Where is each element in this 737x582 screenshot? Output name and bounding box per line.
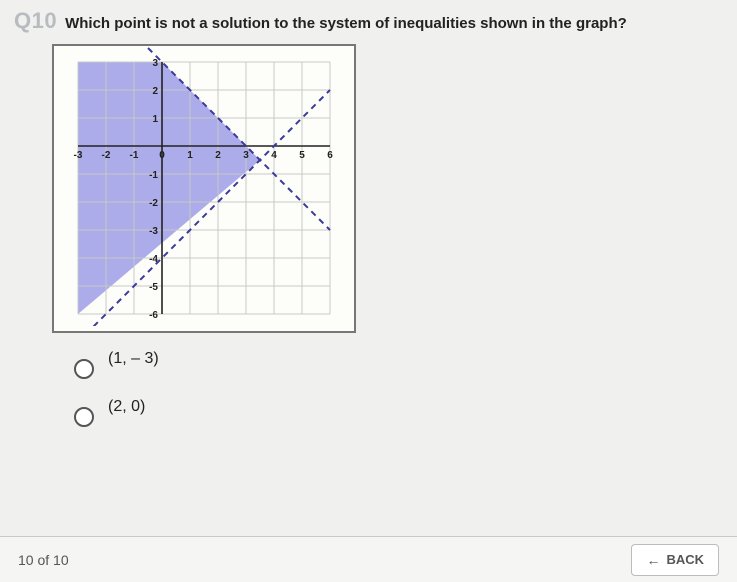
option-a[interactable]: (1, – 3) <box>74 359 723 379</box>
inequality-graph: -3-2-10123456321-1-2-3-4-5-6 <box>54 46 354 326</box>
option-label: (2, 0) <box>108 398 145 416</box>
question-number: Q10 <box>14 8 57 34</box>
svg-text:3: 3 <box>152 58 158 69</box>
arrow-left-icon: ← <box>646 552 660 568</box>
radio-icon <box>74 359 94 379</box>
radio-icon <box>74 407 94 427</box>
svg-text:0: 0 <box>159 150 165 161</box>
svg-text:-5: -5 <box>149 282 158 293</box>
svg-text:-4: -4 <box>149 254 158 265</box>
svg-text:-2: -2 <box>102 150 111 161</box>
svg-text:6: 6 <box>327 150 333 161</box>
svg-text:2: 2 <box>152 86 158 97</box>
back-button-label: BACK <box>666 552 704 567</box>
answer-options: (1, – 3) (2, 0) <box>74 359 723 427</box>
svg-text:1: 1 <box>187 150 193 161</box>
option-label: (1, – 3) <box>108 350 159 368</box>
svg-text:-3: -3 <box>74 150 83 161</box>
svg-text:2: 2 <box>215 150 221 161</box>
svg-text:-6: -6 <box>149 310 158 321</box>
svg-text:-1: -1 <box>149 170 158 181</box>
option-b[interactable]: (2, 0) <box>74 407 723 427</box>
footer-bar: 10 of 10 ← BACK <box>0 536 737 582</box>
svg-text:-3: -3 <box>149 226 158 237</box>
svg-text:4: 4 <box>271 150 277 161</box>
svg-text:1: 1 <box>152 114 158 125</box>
svg-text:-1: -1 <box>130 150 139 161</box>
question-text: Which point is not a solution to the sys… <box>65 15 627 32</box>
svg-text:-2: -2 <box>149 198 158 209</box>
progress-text: 10 of 10 <box>18 552 69 568</box>
svg-text:3: 3 <box>243 150 249 161</box>
graph-container: -3-2-10123456321-1-2-3-4-5-6 <box>52 44 356 333</box>
back-button[interactable]: ← BACK <box>631 544 719 576</box>
svg-text:5: 5 <box>299 150 305 161</box>
